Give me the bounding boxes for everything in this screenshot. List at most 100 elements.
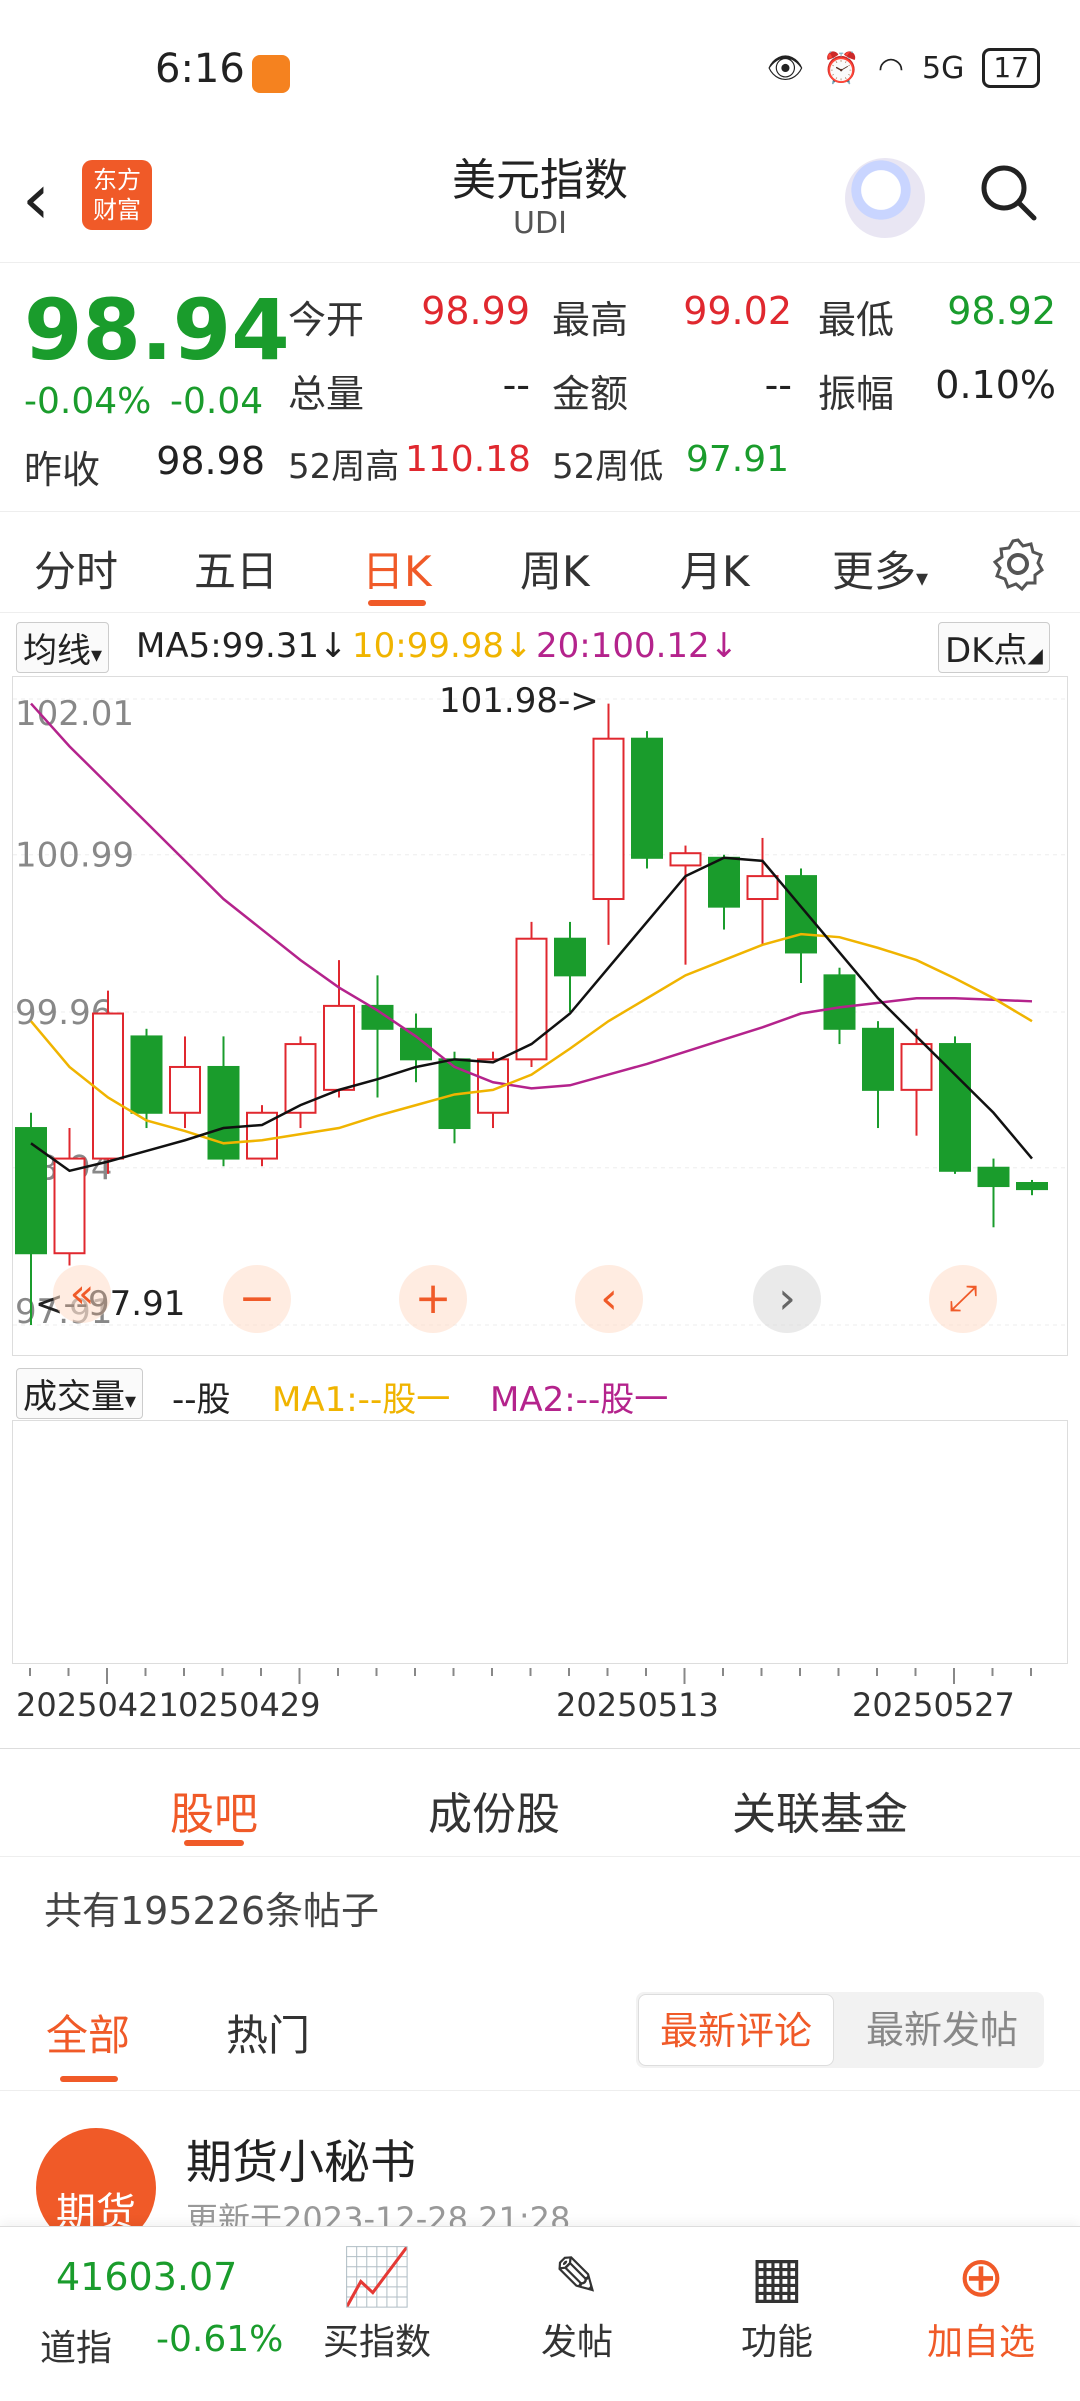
volume-label: 总量 [288, 372, 365, 416]
edit-icon: ✎ [553, 2245, 601, 2310]
status-icons: 👁 ⏰ ◠ 5G 17 [766, 48, 1040, 88]
wifi-icon: ◠ [877, 50, 905, 86]
prev-close-label: 昨收 [24, 448, 101, 492]
active-tab-indicator [184, 1840, 244, 1846]
volume-ma2: MA2:--股一 [490, 1380, 669, 1420]
ticker-change[interactable]: -0.61% [156, 2319, 284, 2360]
dk-point-toggle[interactable]: DK点◢ [938, 622, 1050, 673]
date-axis: 20250421 0250429 20250513 20250527 [0, 1668, 1080, 1749]
post-filter-tabs: 全部 热门 最新评论 最新发帖 [0, 1980, 1080, 2091]
caret-down-icon: ▾ [125, 1389, 137, 1414]
amplitude-value: 0.10% [935, 363, 1056, 407]
caret-down-icon: ▾ [91, 643, 103, 668]
sort-latest-post[interactable]: 最新发帖 [865, 2008, 1018, 2052]
candle-body [631, 737, 663, 859]
caret-down-icon: ▾ [916, 564, 929, 592]
buy-index-label: 买指数 [322, 2322, 431, 2363]
ma-dropdown[interactable]: 均线▾ [16, 622, 110, 673]
bottom-bar: 41603.07 道指 -0.61% 📈 买指数 ✎ 发帖 ▦ 功能 ⊕ 加自选 [0, 2226, 1080, 2401]
double-left-icon: « [69, 1271, 95, 1317]
grid-icon: ▦ [750, 2245, 804, 2310]
post-author[interactable]: 期货小秘书 [186, 2135, 416, 2189]
signal-icon: 5G [922, 50, 965, 86]
buy-index-button[interactable]: 📈 买指数 [292, 2243, 462, 2365]
active-tab-indicator [368, 600, 426, 606]
tab-monthly-k[interactable]: 月K [680, 547, 750, 596]
scroll-left-button[interactable]: ‹ [575, 1265, 643, 1333]
tab-daily-k[interactable]: 日K [362, 547, 432, 596]
add-watchlist-button[interactable]: ⊕ 加自选 [896, 2243, 1066, 2365]
candle-body [554, 937, 586, 977]
page-title: 美元指数 [452, 155, 628, 206]
chart-icon: 📈 [342, 2245, 412, 2310]
candle-body [977, 1166, 1010, 1188]
fullscreen-button[interactable]: ⤢ [929, 1265, 997, 1333]
tab-guba[interactable]: 股吧 [170, 1789, 258, 1840]
zoom-in-button[interactable]: + [399, 1265, 467, 1333]
sort-toggle: 最新评论 最新发帖 [636, 1992, 1044, 2068]
tab-weekly-k[interactable]: 周K [520, 547, 590, 596]
candle-body [746, 875, 779, 901]
zoom-out-button[interactable]: − [223, 1265, 291, 1333]
back-icon[interactable]: ‹ [22, 158, 50, 240]
ma5-line [30, 856, 1033, 1173]
app-logo[interactable]: 东方 财富 [82, 160, 152, 230]
low-label: 最低 [818, 298, 895, 342]
date-label: 20250527 [852, 1686, 1015, 1724]
tab-hot[interactable]: 热门 [226, 2011, 311, 2060]
ticker-name[interactable]: 道指 [40, 2328, 113, 2369]
ma5-value-text: MA5:99.31 [136, 626, 320, 666]
period-tabs: 分时 五日 日K 周K 月K 更多▾ [0, 512, 1080, 613]
functions-button[interactable]: ▦ 功能 [692, 2243, 862, 2365]
corner-triangle-icon: ◢ [1027, 643, 1043, 667]
post-count: 共有195226条帖子 [44, 1889, 380, 1933]
quote-panel: 98.94 -0.04% -0.04 昨收 98.98 今开 98.99 最高 … [0, 262, 1080, 512]
tab-related-funds[interactable]: 关联基金 [732, 1789, 908, 1840]
candle-body [169, 1065, 201, 1114]
candle-body [15, 1127, 47, 1255]
dk-point-label: DK点 [945, 631, 1028, 671]
add-watchlist-label: 加自选 [926, 2322, 1035, 2363]
assistant-robot-icon[interactable] [845, 158, 925, 238]
tab-five-day[interactable]: 五日 [194, 547, 279, 596]
high-value: 99.02 [683, 289, 792, 333]
date-label: 0250429 [178, 1686, 321, 1724]
week52-low-label: 52周低 [552, 447, 664, 487]
ma20-value-text: 20:100.12 [536, 626, 710, 666]
sort-latest-comment[interactable]: 最新评论 [638, 1994, 834, 2066]
expand-icon: ⤢ [948, 1278, 978, 1319]
community-tabs: 股吧 成份股 关联基金 [0, 1750, 1080, 1857]
volume-dropdown[interactable]: 成交量▾ [16, 1368, 144, 1419]
tab-constituents[interactable]: 成份股 [428, 1789, 560, 1840]
candle-body [92, 1012, 124, 1160]
search-icon[interactable] [978, 162, 1038, 222]
tab-intraday[interactable]: 分时 [34, 547, 119, 596]
change-percent: -0.04% [24, 381, 152, 422]
eye-icon: 👁 [766, 50, 805, 86]
minus-icon: − [238, 1273, 276, 1324]
open-value: 98.99 [421, 289, 530, 333]
candle-body [53, 1157, 86, 1255]
candle-body [515, 937, 548, 1061]
volume-chart[interactable] [12, 1420, 1068, 1664]
chevron-left-icon: ‹ [600, 1273, 618, 1324]
clock: 6:16 [155, 46, 245, 92]
status-bar: 6:16 👁 ⏰ ◠ 5G 17 [0, 0, 1080, 140]
scroll-left-end-button[interactable]: « [53, 1265, 111, 1323]
date-label: 20250513 [556, 1686, 719, 1724]
low-value: 98.92 [947, 289, 1056, 333]
volume-dropdown-label: 成交量 [23, 1377, 125, 1417]
volume-value: --股 [172, 1380, 231, 1420]
tab-more[interactable]: 更多▾ [832, 538, 928, 599]
post-item[interactable]: 期货 期货小秘书 更新于2023-12-28 21:28 [0, 2098, 1080, 2248]
volume-value: -- [502, 363, 530, 407]
scroll-right-button[interactable]: › [753, 1265, 821, 1333]
gear-icon[interactable] [990, 536, 1046, 592]
open-label: 今开 [288, 298, 365, 342]
ticker-value[interactable]: 41603.07 [56, 2255, 238, 2299]
tab-all[interactable]: 全部 [46, 2011, 131, 2060]
header: ‹ 东方 财富 美元指数 UDI [0, 140, 1080, 260]
post-button[interactable]: ✎ 发帖 [492, 2243, 662, 2365]
